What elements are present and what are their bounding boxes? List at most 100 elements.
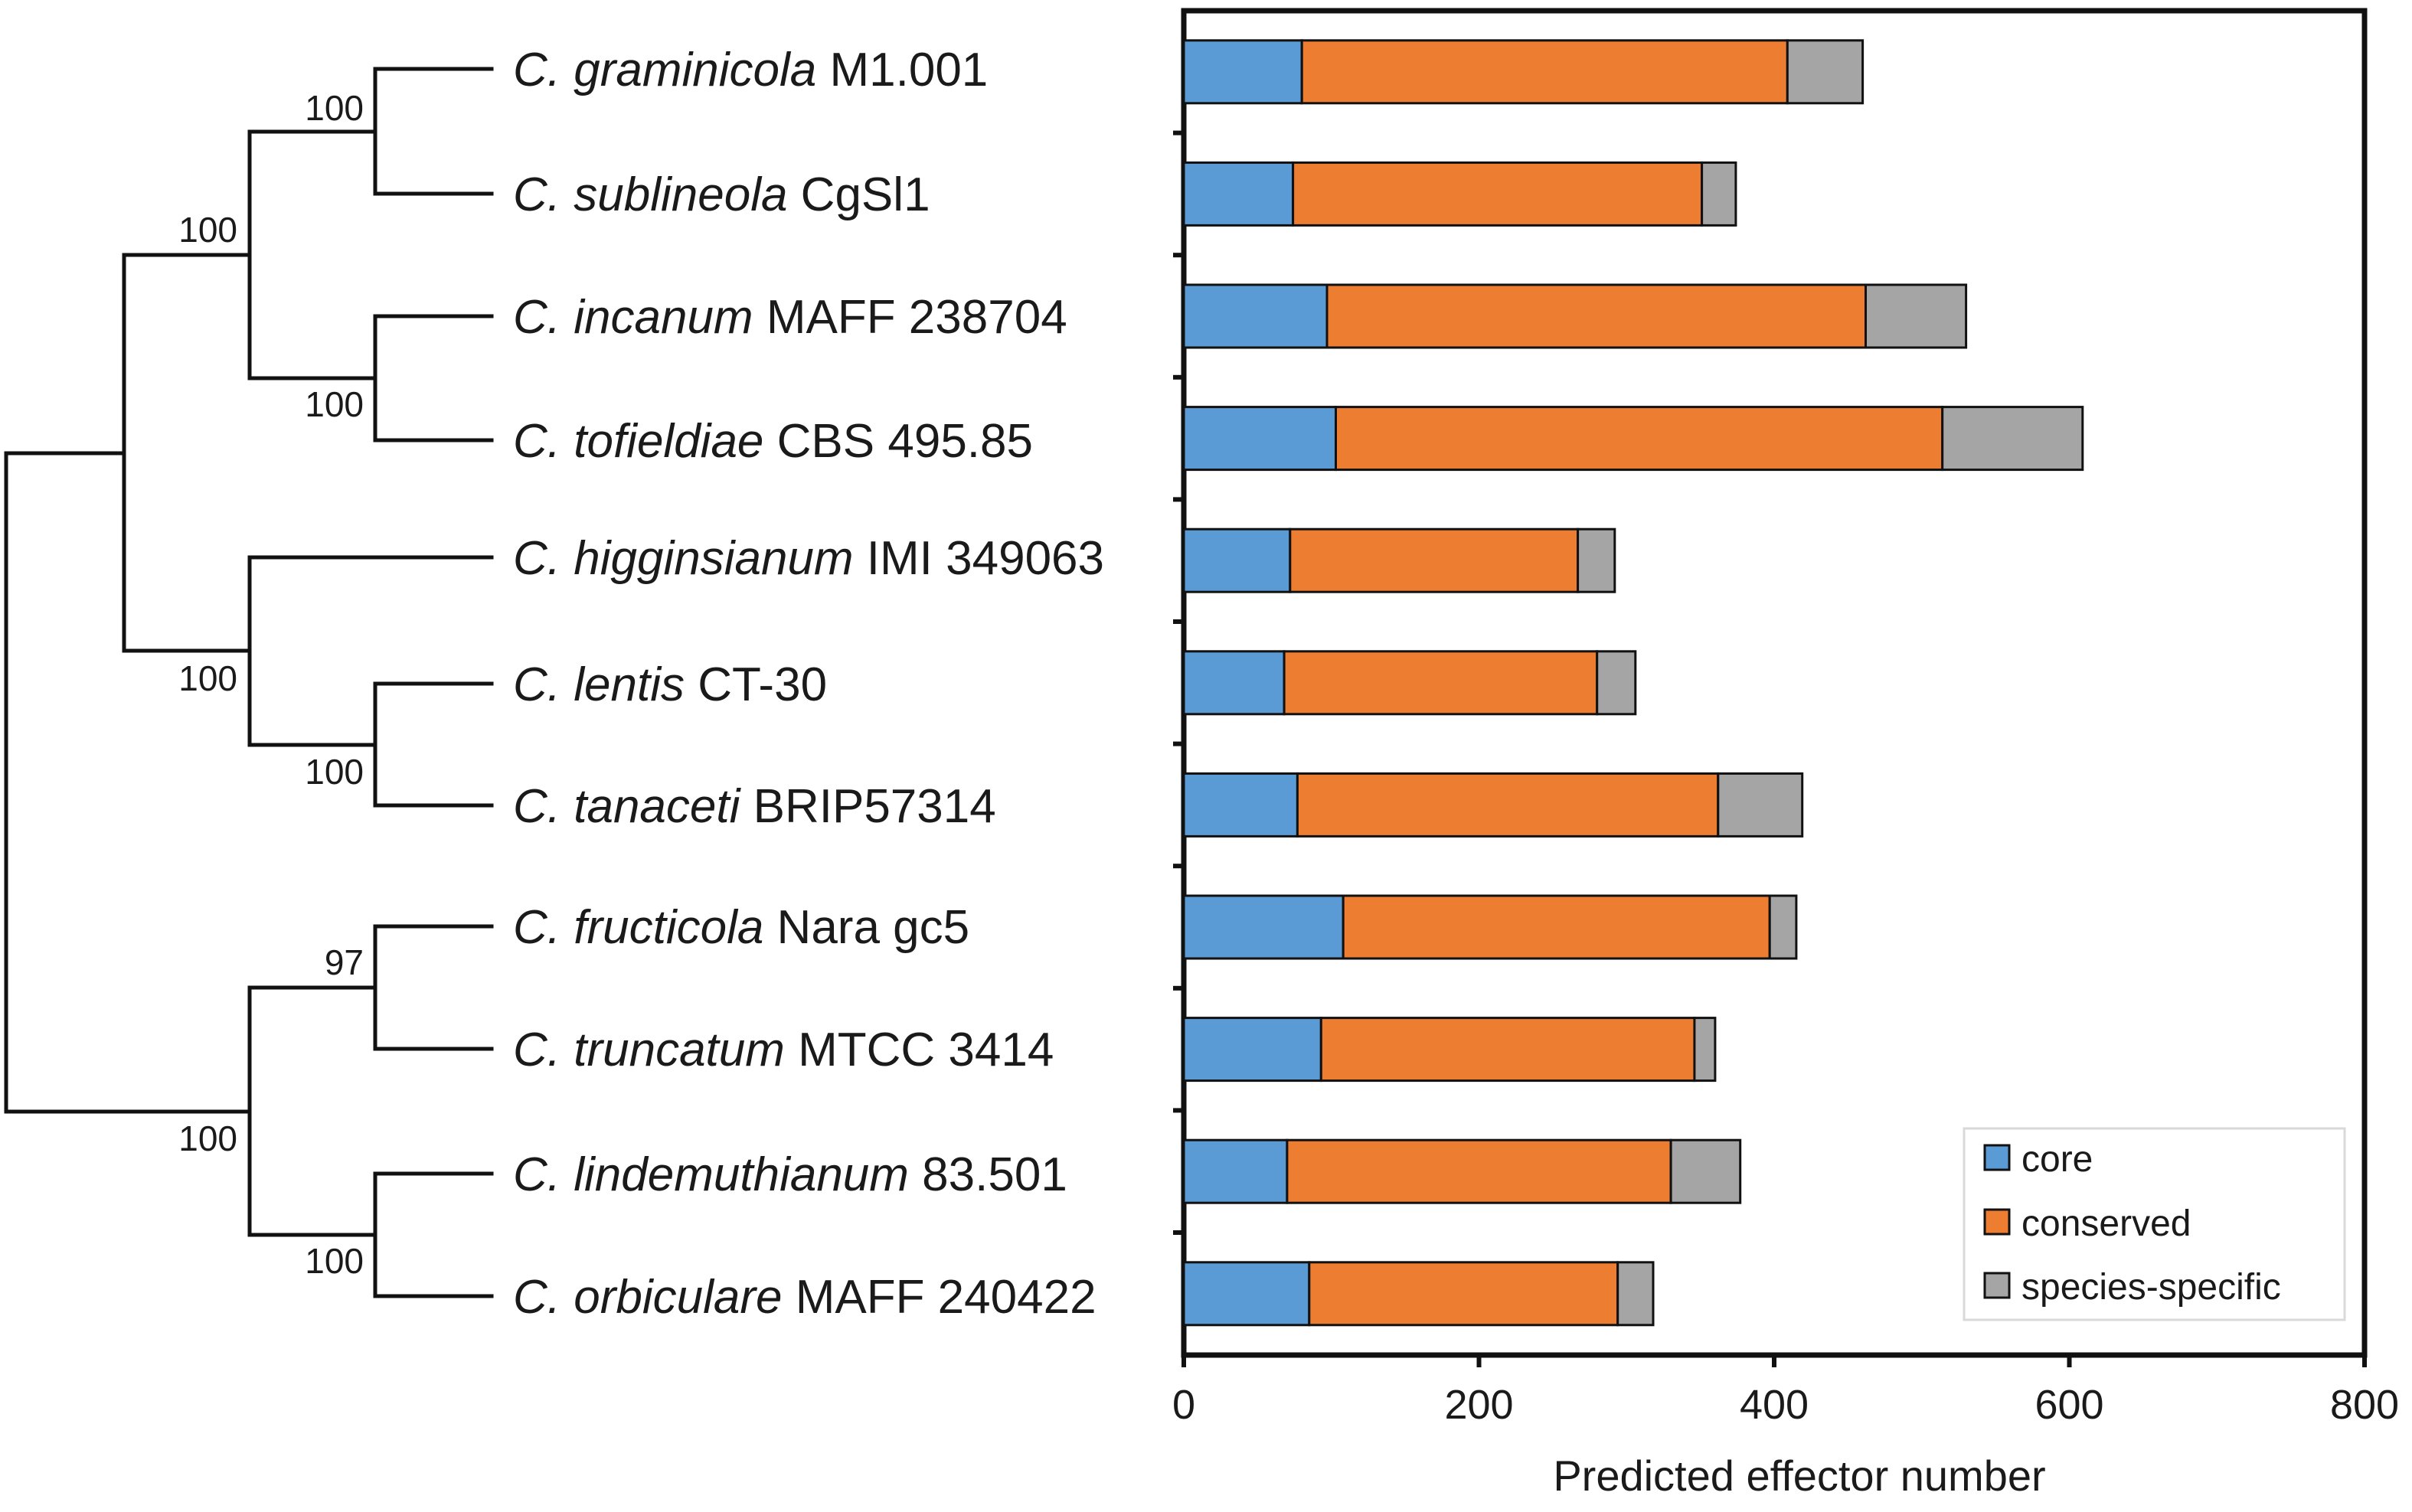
bootstrap-inc-tof: 100 (305, 384, 364, 424)
bootstrap-gram-subl: 100 (305, 88, 364, 128)
legend: core conserved species-specific (1963, 1127, 2346, 1321)
bar-species-specific-orbiculare (1616, 1261, 1655, 1327)
taxon-genus: C. (513, 291, 574, 344)
bar-core-incanum (1182, 283, 1329, 349)
node-graminicola-sublineola (247, 67, 377, 196)
bar-conserved-tofieldiae (1335, 406, 1944, 472)
x-tick-label: 0 (1172, 1382, 1195, 1428)
taxon-species: tanaceti (574, 780, 741, 833)
taxon-strain: CBS 495.85 (763, 415, 1033, 468)
taxon-strain: BRIP57314 (740, 780, 995, 833)
taxon-genus: C. (513, 1024, 574, 1076)
bootstrap-fruc-trunc: 97 (325, 942, 364, 982)
taxon-strain: CgSl1 (787, 168, 930, 221)
bar-species-specific-truncatum (1693, 1017, 1717, 1083)
legend-box (1963, 1127, 2346, 1321)
taxon-species: lindemuthianum (574, 1148, 909, 1201)
bar-core-fructicola (1182, 894, 1345, 960)
bootstrap-clade-c: 100 (178, 1118, 237, 1158)
bar-core-truncatum (1182, 1017, 1322, 1083)
taxon-label: C. graminicola M1.001 (513, 44, 988, 96)
y-ticks (1173, 130, 1184, 1235)
node-clade-c (4, 985, 252, 1237)
node-fructicola-truncatum (247, 924, 377, 1051)
taxon-strain: MAFF 240422 (782, 1271, 1096, 1324)
taxon-labels: C. graminicola M1.001 C. sublineola CgSl1… (513, 44, 1104, 1324)
node-clade-b (4, 253, 126, 653)
x-tick-label: 600 (2035, 1382, 2103, 1428)
legend-label-conserved: conserved (2021, 1203, 2191, 1244)
taxon-label: C. lentis CT-30 (513, 658, 827, 711)
taxon-strain: Nara gc5 (763, 901, 969, 954)
taxon-species: lentis (574, 658, 685, 711)
bar-core-lentis (1182, 650, 1286, 716)
bar-core-orbiculare (1182, 1261, 1311, 1327)
bar-core-tanaceti (1182, 772, 1299, 838)
taxon-strain: IMI 349063 (854, 532, 1104, 585)
taxon-strain: MAFF 238704 (753, 291, 1067, 344)
x-tick-label: 800 (2330, 1382, 2399, 1428)
taxon-genus: C. (513, 1271, 574, 1324)
bar-conserved-truncatum (1319, 1017, 1696, 1083)
taxon-strain: MTCC 3414 (785, 1024, 1054, 1076)
taxon-species: truncatum (574, 1024, 785, 1076)
bar-species-specific-incanum (1865, 283, 1968, 349)
taxon-genus: C. (513, 168, 574, 221)
taxon-label: C. orbiculare MAFF 240422 (513, 1271, 1097, 1324)
legend-swatch-core (1983, 1144, 2011, 1171)
bar-conserved-orbiculare (1308, 1261, 1619, 1327)
taxon-species: tofieldiae (574, 415, 763, 468)
taxon-label: C. fructicola Nara gc5 (513, 901, 969, 954)
taxon-strain: 83.501 (909, 1148, 1067, 1201)
bar-species-specific-tofieldiae (1941, 406, 2084, 472)
legend-swatch-conserved (1983, 1208, 2011, 1236)
node-incanum-tofieldiae (247, 314, 377, 442)
legend-label-species-specific: species-specific (2021, 1267, 2281, 1308)
bar-core-higginsianum (1182, 527, 1292, 593)
bar-core-tofieldiae (1182, 406, 1337, 472)
taxon-genus: C. (513, 901, 574, 954)
taxon-genus: C. (513, 415, 574, 468)
bootstrap-pair-a: 100 (178, 210, 237, 250)
taxon-species: higginsianum (574, 532, 853, 585)
bar-species-specific-lindemuthianum (1669, 1138, 1742, 1204)
node-lentis-tanaceti (247, 681, 377, 808)
bar-species-specific-higginsianum (1577, 527, 1616, 593)
bar-conserved-tanaceti (1296, 772, 1720, 838)
bar-core-sublineola (1182, 161, 1295, 227)
phylogenetic-tree: 100 100 100 100 100 97 100 100 (4, 67, 494, 1298)
bar-species-specific-tanaceti (1717, 772, 1804, 838)
bar-conserved-incanum (1325, 283, 1867, 349)
x-axis-label: Predicted effector number (1553, 1452, 2045, 1500)
x-tick-label: 200 (1444, 1382, 1513, 1428)
legend-label-core: core (2021, 1139, 2093, 1180)
x-axis-ticks: 0 200 400 600 800 (1172, 1355, 2399, 1428)
taxon-genus: C. (513, 1148, 574, 1201)
taxon-label: C. sublineola CgSl1 (513, 168, 930, 221)
bar-conserved-lindemuthianum (1286, 1138, 1672, 1204)
taxon-strain: CT-30 (685, 658, 827, 711)
taxon-species: fructicola (574, 901, 763, 954)
node-pair-a (122, 129, 252, 380)
bootstrap-lent-tan: 100 (305, 752, 364, 792)
taxon-strain: M1.001 (816, 44, 988, 96)
bar-core-graminicola (1182, 39, 1303, 105)
bar-conserved-lentis (1283, 650, 1599, 716)
bar-conserved-higginsianum (1289, 527, 1580, 593)
bootstrap-higg-lt: 100 (178, 658, 237, 698)
taxon-label: C. tanaceti BRIP57314 (513, 780, 996, 833)
bar-conserved-graminicola (1300, 39, 1789, 105)
bar-species-specific-fructicola (1768, 894, 1798, 960)
legend-swatch-species-specific (1983, 1272, 2011, 1299)
taxon-label: C. higginsianum IMI 349063 (513, 532, 1104, 585)
taxon-genus: C. (513, 780, 574, 833)
bar-conserved-sublineola (1292, 161, 1703, 227)
taxon-species: incanum (574, 291, 753, 344)
taxon-genus: C. (513, 44, 574, 96)
bootstrap-lind-orb: 100 (305, 1241, 364, 1281)
taxon-label: C. lindemuthianum 83.501 (513, 1148, 1067, 1201)
bar-conserved-fructicola (1342, 894, 1771, 960)
node-higginsianum-lt (122, 555, 252, 747)
taxon-label: C. incanum MAFF 238704 (513, 291, 1067, 344)
